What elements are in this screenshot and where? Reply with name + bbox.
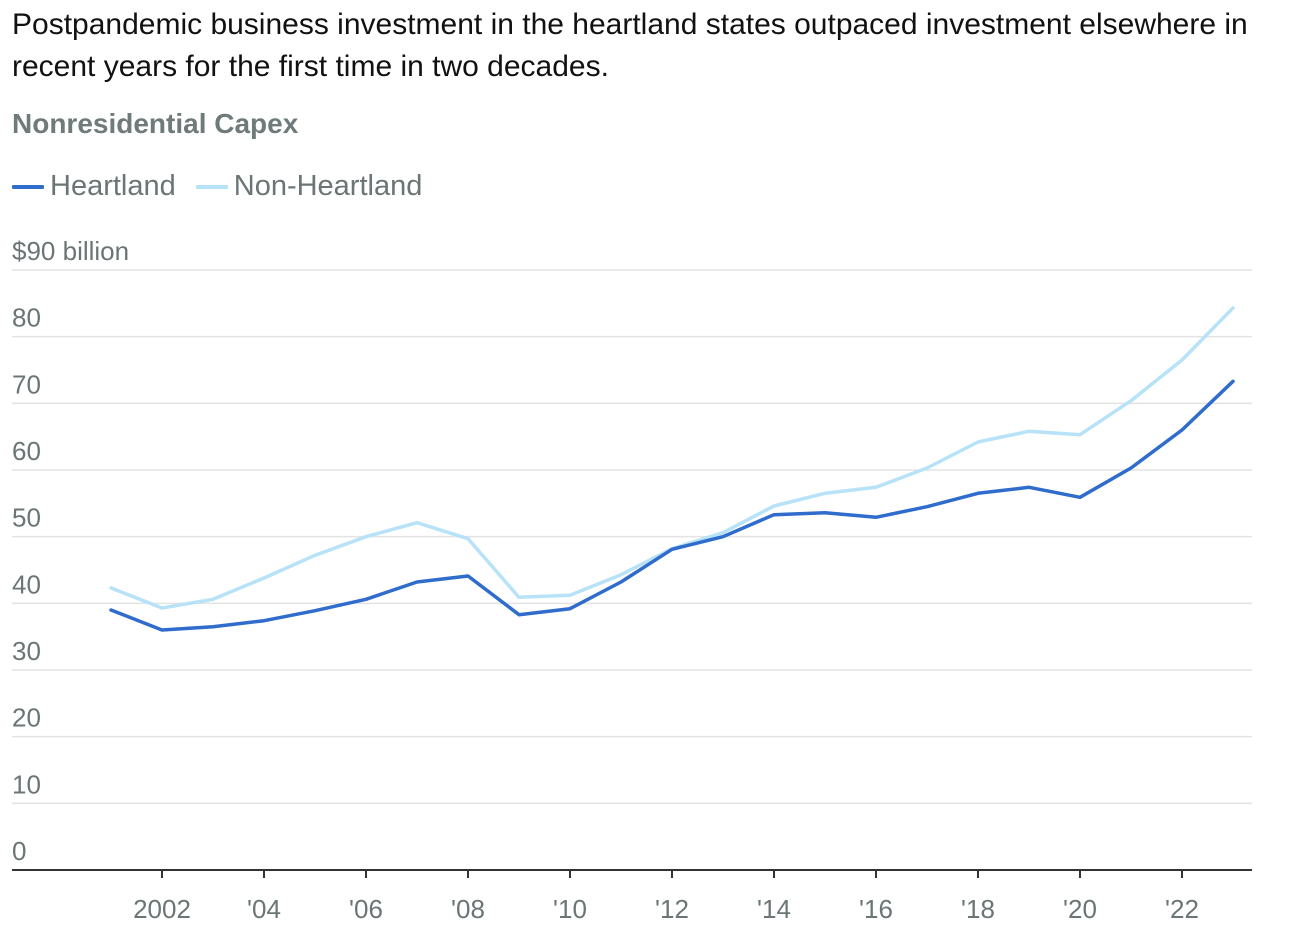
x-axis: 2002 '04 '06 '08 '10 '12 '14 '16 '18 '20 '22 <box>12 869 1252 924</box>
legend-item-non-heartland: Non-Heartland <box>195 170 423 203</box>
headline: Postpandemic business investment in the … <box>12 8 1248 83</box>
x-tick-label: '04 <box>247 894 281 924</box>
x-tick-label: '06 <box>349 894 383 924</box>
x-tick-label: '16 <box>859 894 893 924</box>
x-tick-label: '20 <box>1063 894 1097 924</box>
x-tick-label: '18 <box>961 894 995 924</box>
x-tick-label: '08 <box>451 894 485 924</box>
y-tick-label: 80 <box>12 303 41 333</box>
gridlines <box>12 269 1252 805</box>
legend-label-heartland: Heartland <box>50 170 176 202</box>
y-axis-tick-labels: $90 billion 80 70 60 50 40 30 20 10 0 <box>12 236 129 866</box>
y-tick-label: 60 <box>12 436 41 466</box>
x-tick-label: '10 <box>553 894 587 924</box>
y-tick-label: 10 <box>12 769 41 799</box>
x-tick-label: '14 <box>757 894 791 924</box>
legend-label-non-heartland: Non-Heartland <box>233 170 423 202</box>
y-tick-label: 70 <box>12 369 41 399</box>
y-tick-label: 20 <box>12 703 41 733</box>
legend-swatch-non-heartland <box>195 184 228 189</box>
y-tick-label: 40 <box>12 569 41 599</box>
y-tick-label: $90 billion <box>12 236 129 266</box>
x-tick-label: 2002 <box>133 894 191 924</box>
legend-swatch-heartland <box>12 184 44 189</box>
y-tick-label: 30 <box>12 636 41 666</box>
legend: Heartland Non-Heartland <box>12 170 442 203</box>
series-line-heartland <box>109 379 1235 632</box>
y-tick-label: 0 <box>12 836 26 866</box>
series-lines <box>109 306 1235 632</box>
line-chart: $90 billion 80 70 60 50 40 30 20 10 0 2002 '04 '06 '… <box>12 236 1252 924</box>
x-tick-label: '22 <box>1165 894 1199 924</box>
x-tick-label: '12 <box>655 894 689 924</box>
y-tick-label: 50 <box>12 503 41 533</box>
series-line-non-heartland <box>109 306 1235 610</box>
legend-item-heartland: Heartland <box>12 170 176 203</box>
chart-title: Nonresidential Capex <box>12 108 299 139</box>
